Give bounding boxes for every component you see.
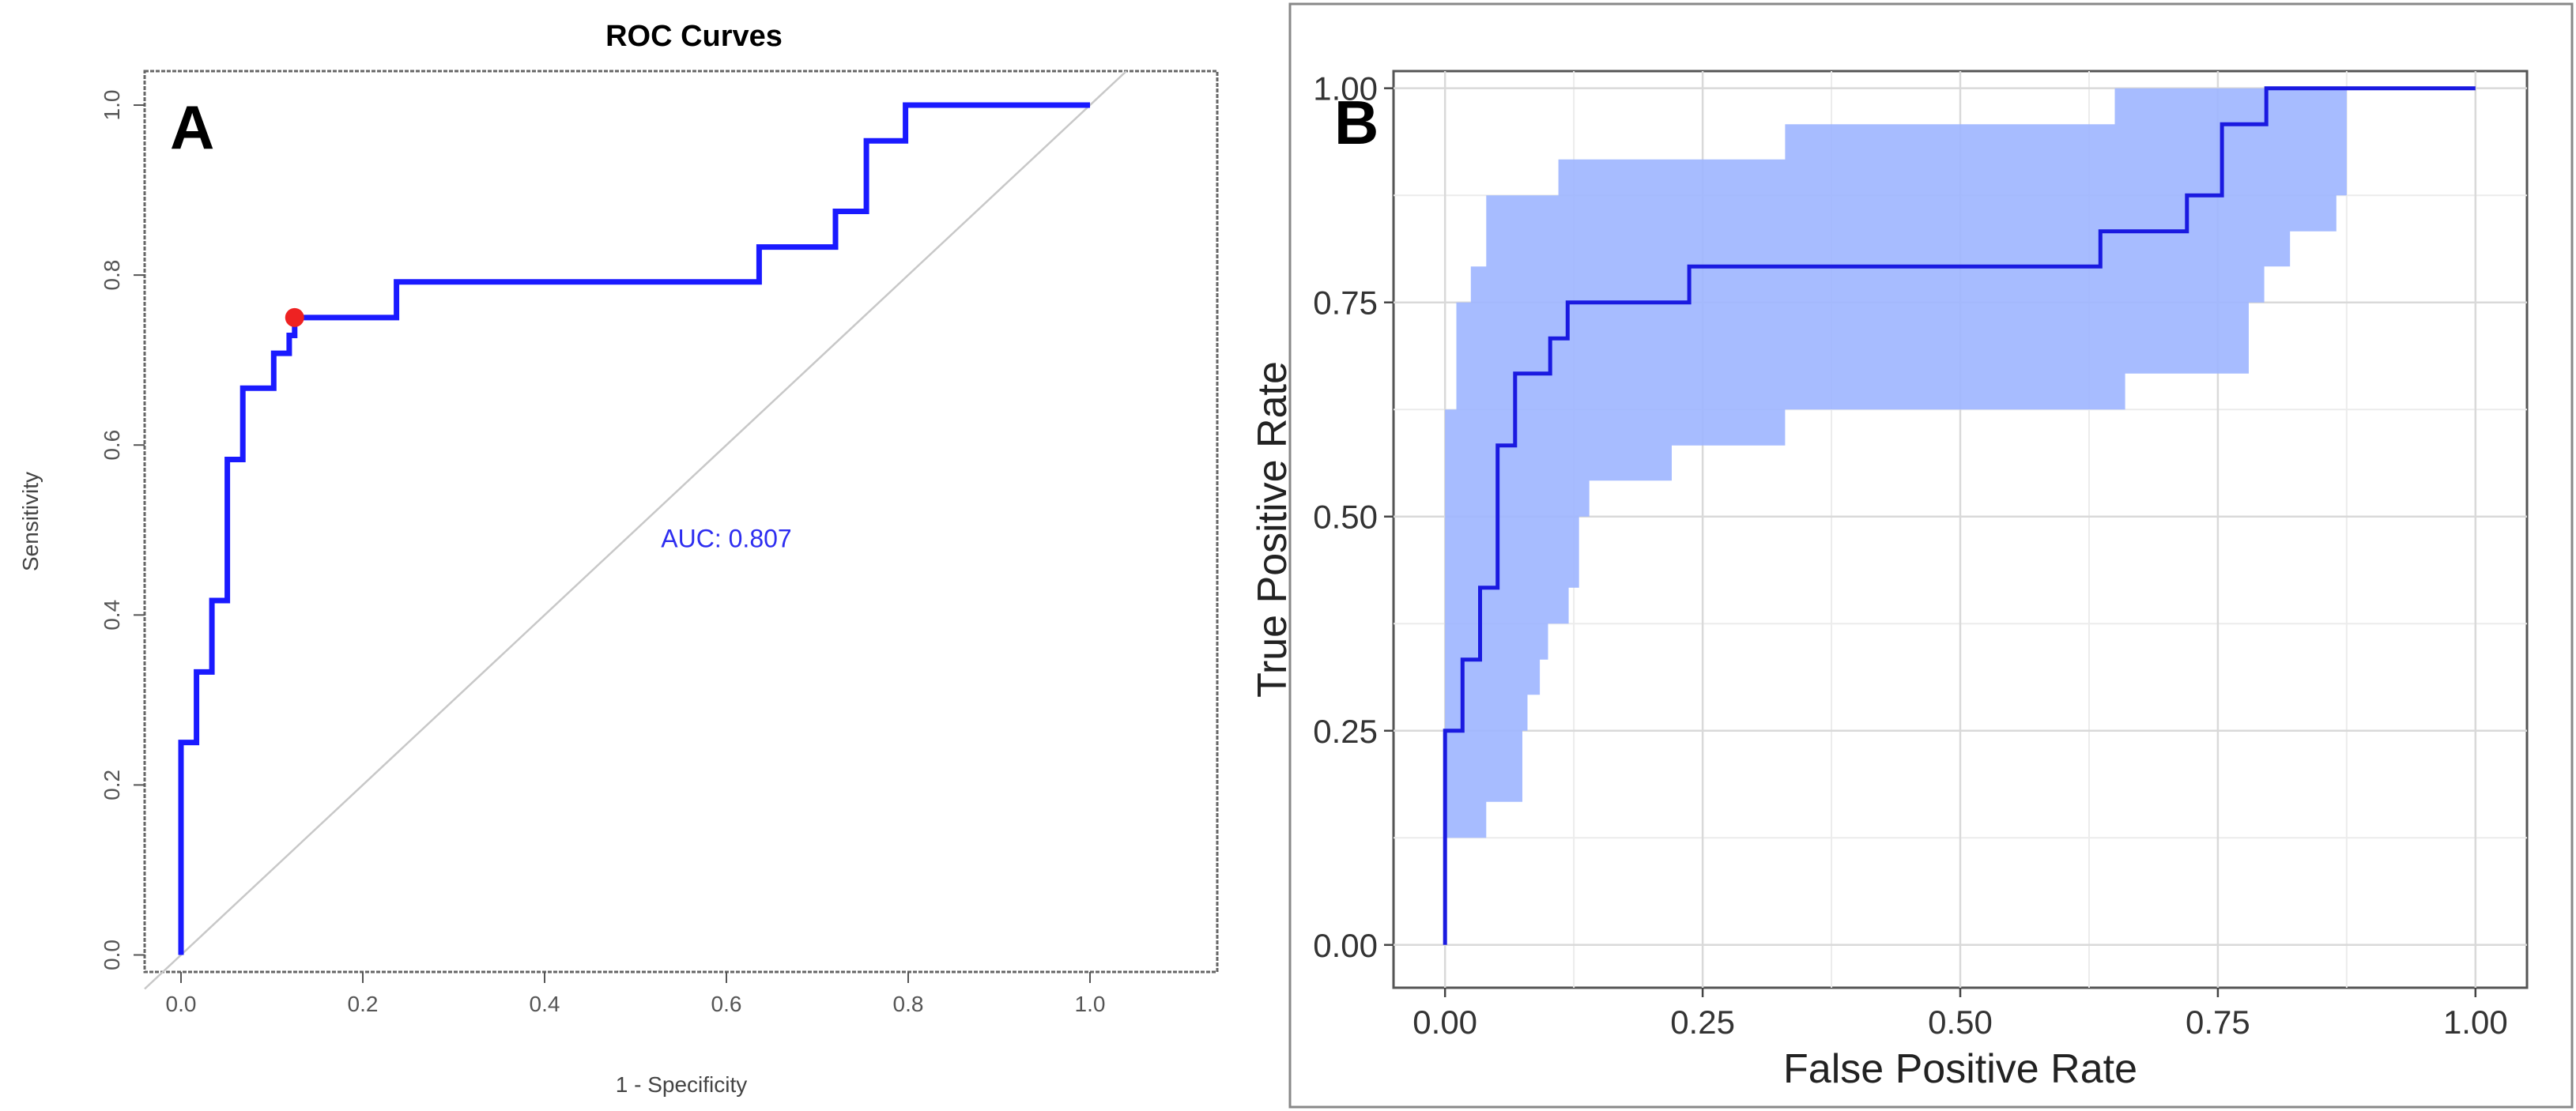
panel-a-x-tick-label: 0.4 bbox=[530, 992, 560, 1016]
panel-b-y-tick-label: 0.50 bbox=[1313, 499, 1378, 536]
panel-b-label: B bbox=[1334, 88, 1379, 157]
panel-a-chance-diagonal bbox=[144, 70, 1127, 990]
panel-a-x-label: 1 - Specificity bbox=[616, 1072, 748, 1097]
panel-a-optimal-threshold-point bbox=[285, 307, 304, 327]
panel-a-auc-label: AUC: 0.807 bbox=[661, 524, 791, 552]
panel-a-x-tick-label: 0.6 bbox=[711, 992, 742, 1016]
panel-b-y-label: True Positive Rate bbox=[1250, 361, 1296, 698]
panel-a-y-tick-label: 1.0 bbox=[100, 90, 124, 121]
panel-a-x-axis: 0.0 0.2 0.4 0.6 0.8 1.0 bbox=[166, 972, 1106, 1016]
panel-a-y-tick-label: 0.6 bbox=[100, 430, 124, 461]
panel-b-y-tick-label: 0.00 bbox=[1313, 927, 1378, 964]
panel-a: ROC Curves A 0.00.20.40.60.81.0 0.0 0.2 0.… bbox=[18, 20, 1219, 1097]
panel-a-y-tick-label: 0.8 bbox=[100, 260, 124, 291]
panel-b-x-tick-label: 0.00 bbox=[1412, 1004, 1477, 1041]
panel-b-y-tick-label: 1.00 bbox=[1313, 70, 1378, 107]
panel-b-x-axis: 0.00 0.25 0.50 0.75 1.00 bbox=[1412, 988, 2508, 1041]
panel-b-x-tick-label: 1.00 bbox=[2443, 1004, 2508, 1041]
panel-a-y-tick-label: 0.2 bbox=[100, 770, 124, 800]
panel-a-y-tick-label: 0.4 bbox=[100, 600, 124, 631]
panel-b-confidence-band bbox=[1445, 88, 2363, 838]
panel-a-roc-curve bbox=[178, 102, 1090, 955]
panel-b-x-tick-label: 0.75 bbox=[2186, 1004, 2250, 1041]
panel-b-y-tick-label: 0.25 bbox=[1313, 713, 1378, 750]
panel-b-y-tick-label: 0.75 bbox=[1313, 284, 1378, 322]
panel-a-plot-frame bbox=[143, 70, 1219, 974]
panel-b-y-axis: 0.00 0.25 0.50 0.75 1.00 bbox=[1313, 70, 1394, 964]
panel-a-y-tick-label: 0.0 bbox=[100, 940, 124, 970]
panel-a-label: A bbox=[170, 92, 214, 162]
panel-b-roc-curve bbox=[1443, 86, 2476, 945]
panel-a-x-tick-label: 0.2 bbox=[348, 992, 379, 1016]
panel-a-x-tick-label: 1.0 bbox=[1075, 992, 1106, 1016]
panel-b-x-tick-label: 0.50 bbox=[1928, 1004, 1993, 1041]
panel-b-x-tick-label: 0.25 bbox=[1670, 1004, 1735, 1041]
panel-a-x-tick-label: 0.0 bbox=[166, 992, 197, 1016]
panel-b-x-label: False Positive Rate bbox=[1783, 1046, 2137, 1092]
panel-a-y-label: Sensitivity bbox=[18, 472, 43, 571]
panel-a-x-tick-label: 0.8 bbox=[893, 992, 924, 1016]
panel-b-border bbox=[1288, 2, 2574, 1109]
panel-a-y-axis: 0.0 0.2 0.4 0.6 0.8 1.0 bbox=[100, 90, 145, 970]
panel-b: B 0.00 0.25 0.50 0.75 1.00 0.00 0.25 0.50 0.75 1… bbox=[1250, 2, 2574, 1109]
panel-a-title: ROC Curves bbox=[605, 20, 783, 53]
